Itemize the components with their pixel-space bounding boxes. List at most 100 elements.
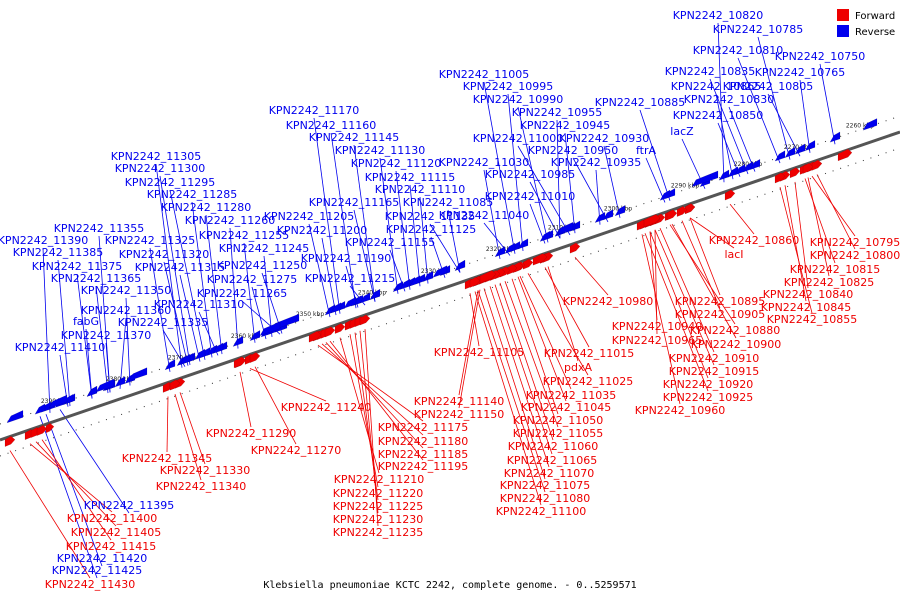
gene-label-reverse: KPN2242_10785 xyxy=(713,23,804,36)
gene-label-reverse: KPN2242_11200 xyxy=(277,224,368,237)
leader-line-forward xyxy=(35,441,117,527)
gene-label-forward: lacI xyxy=(724,248,743,261)
legend-reverse-swatch xyxy=(837,25,849,37)
leader-line-forward xyxy=(321,343,424,436)
forward-gene-feature xyxy=(479,270,497,284)
axis-tick-label: 2340 kbp xyxy=(358,290,386,297)
gene-label-forward: KPN2242_11055 xyxy=(513,427,604,440)
leader-line-reverse xyxy=(529,181,561,239)
reverse-gene-feature xyxy=(259,321,281,337)
gene-label-reverse: KPN2242_10945 xyxy=(520,119,611,132)
leader-line-reverse xyxy=(529,203,546,244)
gene-label-reverse: KPN2242_10935 xyxy=(551,156,642,169)
leader-line-reverse xyxy=(799,79,811,153)
gene-label-reverse: KPN2242_10865 xyxy=(671,80,762,93)
gene-label-reverse: KPN2242_10835 xyxy=(665,65,756,78)
leader-line-reverse xyxy=(715,93,734,180)
gene-label-forward: KPN2242_11075 xyxy=(500,479,591,492)
gene-label-forward: KPN2242_11080 xyxy=(500,492,591,505)
leader-line-reverse xyxy=(447,209,461,273)
leader-line-reverse xyxy=(191,201,213,358)
reverse-gene-feature xyxy=(164,358,176,371)
gene-label-forward: KPN2242_11220 xyxy=(333,487,424,500)
forward-gene-feature xyxy=(36,424,48,436)
reverse-gene-feature xyxy=(614,204,626,217)
reverse-gene-feature xyxy=(232,335,244,348)
gene-label-reverse: KPN2242_11410 xyxy=(15,341,106,354)
leader-line-forward xyxy=(174,393,202,481)
gene-label-reverse: KPN2242_11375 xyxy=(32,260,123,273)
gene-label-forward: KPN2242_11240 xyxy=(281,401,372,414)
gene-label-reverse: KPN2242_10990 xyxy=(473,93,564,106)
gene-label-reverse: KPN2242_11355 xyxy=(54,222,145,235)
gene-label-reverse: KPN2242_11325 xyxy=(105,234,196,247)
leader-line-reverse xyxy=(429,223,461,273)
forward-gene-feature xyxy=(676,205,688,217)
leader-line-forward xyxy=(9,450,91,579)
leader-line-reverse xyxy=(507,93,524,252)
gene-label-reverse: KPN2242_11160 xyxy=(286,119,377,132)
leader-line-forward xyxy=(649,231,709,379)
leader-line-forward xyxy=(681,220,721,309)
gene-label-forward: KPN2242_10965 xyxy=(612,334,703,347)
gene-label-forward: KPN2242_11430 xyxy=(45,578,136,591)
gene-label-reverse: KPN2242_11145 xyxy=(309,131,400,144)
reverse-gene-feature xyxy=(194,348,206,361)
reverse-gene-feature xyxy=(774,150,786,162)
gene-label-forward: KPN2242_10980 xyxy=(563,295,654,308)
leader-line-forward xyxy=(779,186,813,314)
gene-label-reverse: KPN2242_11395 xyxy=(84,499,175,512)
gene-label-reverse: KPN2242_11250 xyxy=(217,259,308,272)
gene-label-reverse: KPN2242_10850 xyxy=(673,109,764,122)
gene-label-reverse: KPN2242_11265 xyxy=(197,287,288,300)
reverse-gene-feature xyxy=(422,270,434,282)
gene-label-forward: KPN2242_11290 xyxy=(206,427,297,440)
leader-line-reverse xyxy=(639,109,671,201)
leader-line-reverse xyxy=(517,106,549,243)
reverse-gene-feature xyxy=(432,265,448,278)
axis-tick-label: 2270 kbp xyxy=(784,144,812,151)
axis-dots-lower xyxy=(0,147,900,457)
gene-label-forward: KPN2242_10855 xyxy=(767,313,858,326)
forward-gene-feature xyxy=(724,189,736,201)
leader-line-reverse xyxy=(330,132,357,309)
gene-label-reverse: KPN2242_10930 xyxy=(559,132,650,145)
leader-line-forward xyxy=(659,227,715,353)
gene-label-forward: KPN2242_10960 xyxy=(635,404,726,417)
leader-line-forward xyxy=(483,288,546,480)
gene-label-reverse: KPN2242_11030 xyxy=(439,156,530,169)
gene-label-forward: KPN2242_11405 xyxy=(71,526,162,539)
gene-label-forward: KPN2242_10880 xyxy=(690,324,781,337)
gene-label-reverse: KPN2242_11365 xyxy=(51,272,142,285)
legend-forward-label: Forward xyxy=(855,11,895,22)
gene-label-forward: KPN2242_11015 xyxy=(544,347,635,360)
leader-line-reverse xyxy=(517,145,571,236)
gene-label-forward: KPN2242_10860 xyxy=(709,234,800,247)
gene-label-reverse: KPN2242_11085 xyxy=(403,196,494,209)
gene-label-reverse: KPN2242_11360 xyxy=(81,304,172,317)
forward-gene-feature xyxy=(666,209,678,221)
reverse-gene-feature xyxy=(494,246,506,258)
gene-label-reverse: KPN2242_11305 xyxy=(111,150,202,163)
leader-line-reverse xyxy=(76,273,93,399)
gene-label-forward: KPN2242_11330 xyxy=(160,464,251,477)
reverse-gene-feature xyxy=(343,296,357,309)
leader-line-forward xyxy=(325,342,424,449)
leader-line-reverse xyxy=(564,132,576,234)
reverse-gene-feature xyxy=(734,163,746,176)
gene-label-reverse: KPN2242_11295 xyxy=(125,176,216,189)
leader-line-reverse xyxy=(155,163,183,368)
leader-line-forward xyxy=(547,266,579,362)
gene-label-forward: KPN2242_11060 xyxy=(508,440,599,453)
leader-line-forward xyxy=(254,366,297,445)
gene-label-reverse: KPN2242_11120 xyxy=(351,157,442,170)
gene-label-reverse: KPN2242_11310 xyxy=(154,298,245,311)
reverse-gene-feature xyxy=(409,275,421,287)
gene-label-forward: KPN2242_11045 xyxy=(521,401,612,414)
gene-label-forward: KPN2242_11180 xyxy=(378,435,469,448)
leader-line-forward xyxy=(249,368,327,402)
leader-line-forward xyxy=(239,371,252,428)
gene-label-reverse: KPN2242_11170 xyxy=(269,104,360,117)
